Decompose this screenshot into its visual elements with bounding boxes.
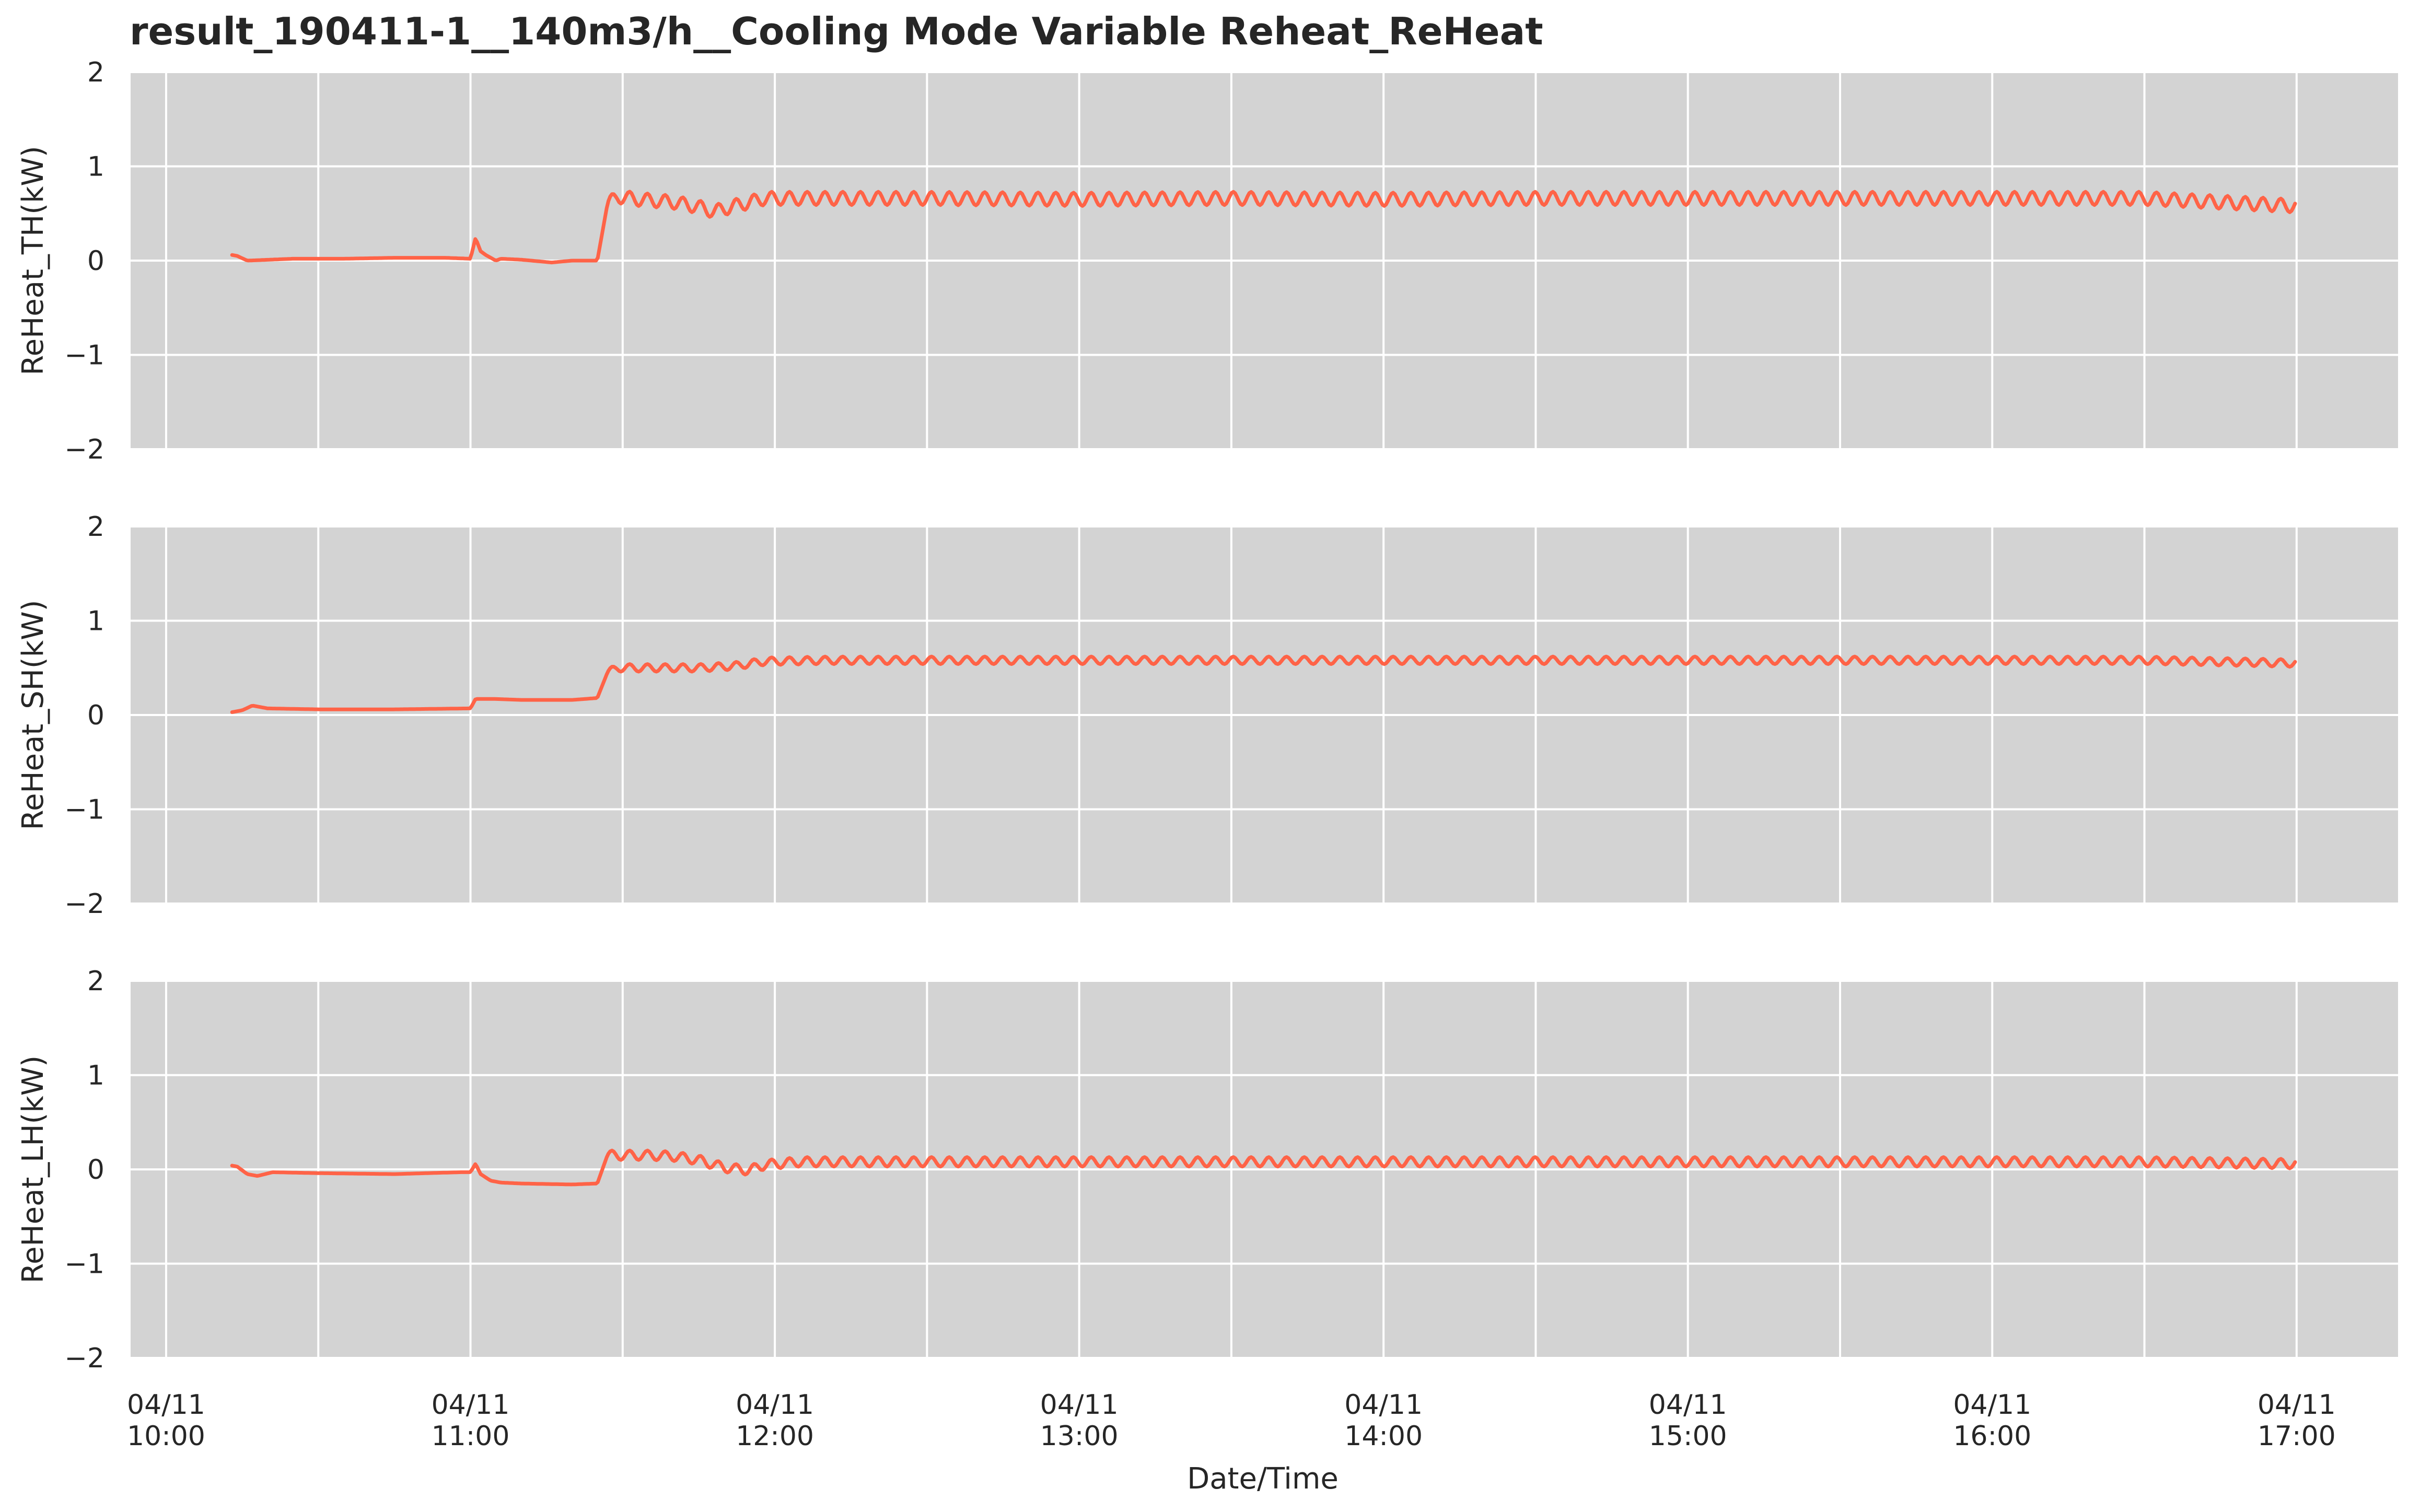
panel-2: 2 1 0 −1 −2 ReHeat_SH(kW) <box>16 511 2398 920</box>
x-tick-labels: 04/1110:0004/1111:0004/1112:0004/1113:00… <box>127 1389 2336 1452</box>
x-tick-label-time: 11:00 <box>432 1421 510 1452</box>
y-tick-label: 0 <box>87 1154 104 1186</box>
y-axis-label: ReHeat_SH(kW) <box>16 600 50 830</box>
x-tick-label-time: 17:00 <box>2258 1421 2336 1452</box>
y-tick-label: −2 <box>64 434 104 465</box>
x-tick-label-date: 04/11 <box>2258 1389 2336 1421</box>
x-tick-label-date: 04/11 <box>1649 1389 1727 1421</box>
x-tick-label-date: 04/11 <box>432 1389 510 1421</box>
y-tick-label: 2 <box>87 511 104 543</box>
y-axis-label: ReHeat_TH(kW) <box>16 146 50 376</box>
y-tick-label: −1 <box>64 340 104 371</box>
chart-title: result_190411-1__140m3/h__Cooling Mode V… <box>130 9 1543 53</box>
y-tick-label: 2 <box>87 966 104 997</box>
x-tick-label-date: 04/11 <box>1344 1389 1423 1421</box>
y-axis-label: ReHeat_LH(kW) <box>16 1056 50 1284</box>
x-tick-label-time: 12:00 <box>736 1421 814 1452</box>
x-tick-label-time: 16:00 <box>1953 1421 2031 1452</box>
series-line <box>230 654 2297 714</box>
chart-panels: 2 1 0 −1 −2 ReHeat_TH(kW) 2 1 0 −1 −2 ReHeat_SH(kW)… <box>16 57 2398 1374</box>
series-line <box>230 1148 2297 1187</box>
y-tick-label: −1 <box>64 1249 104 1280</box>
x-tick-label-time: 10:00 <box>127 1421 205 1452</box>
y-tick-label: −1 <box>64 794 104 826</box>
y-tick-label: −2 <box>64 1343 104 1374</box>
x-axis-label: Date/Time <box>1187 1462 1339 1496</box>
x-tick-label-date: 04/11 <box>127 1389 205 1421</box>
panel-1: 2 1 0 −1 −2 ReHeat_TH(kW) <box>16 57 2398 465</box>
y-tick-label: 2 <box>87 57 104 88</box>
x-tick-label-time: 13:00 <box>1040 1421 1119 1452</box>
x-tick-label-time: 14:00 <box>1344 1421 1423 1452</box>
x-tick-label-date: 04/11 <box>1040 1389 1119 1421</box>
x-tick-label-date: 04/11 <box>1953 1389 2031 1421</box>
y-tick-label: −2 <box>64 888 104 920</box>
y-tick-label: 0 <box>87 700 104 731</box>
y-tick-label: 0 <box>87 245 104 277</box>
x-tick-label-time: 15:00 <box>1649 1421 1727 1452</box>
x-tick-label-date: 04/11 <box>736 1389 814 1421</box>
panel-3: 2 1 0 −1 −2 ReHeat_LH(kW) <box>16 966 2398 1374</box>
y-tick-label: 1 <box>87 606 104 637</box>
series-line <box>230 190 2297 265</box>
y-tick-label: 1 <box>87 1060 104 1092</box>
y-tick-label: 1 <box>87 151 104 183</box>
